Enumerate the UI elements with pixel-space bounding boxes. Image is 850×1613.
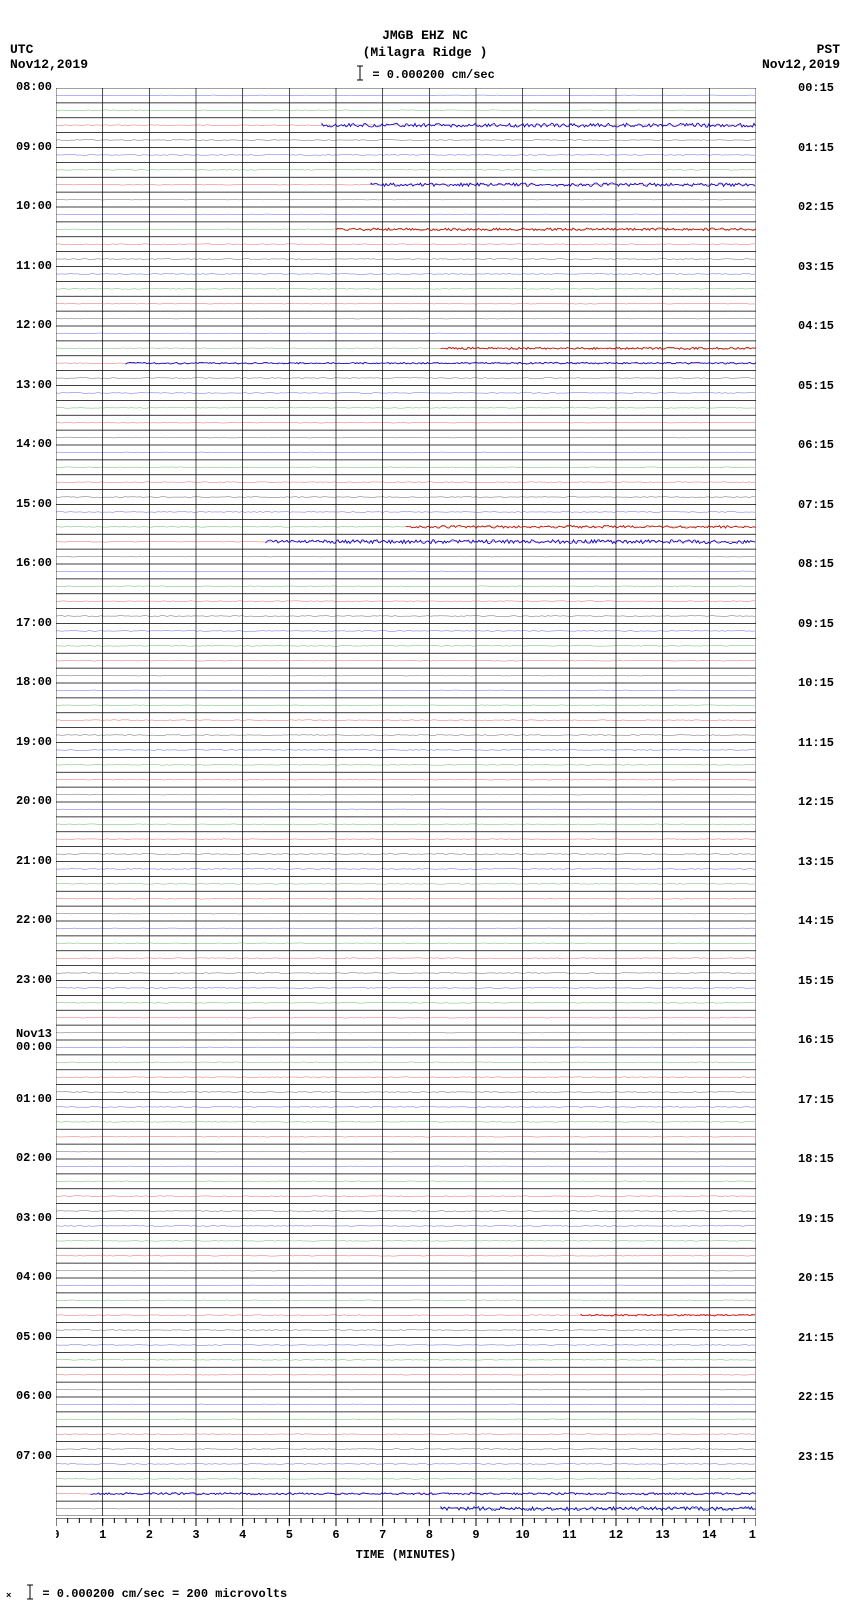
utc-hour-label: 17:00 (6, 617, 52, 630)
pst-hour-label: 06:15 (798, 438, 844, 452)
utc-hour-label: Nov1300:00 (6, 1028, 52, 1054)
pst-hour-label: 22:15 (798, 1390, 844, 1404)
pst-hour-label: 02:15 (798, 200, 844, 214)
pst-hour-label: 05:15 (798, 379, 844, 393)
svg-text:7: 7 (379, 1528, 386, 1542)
utc-hour-label: 07:00 (6, 1450, 52, 1463)
pst-hour-label: 01:15 (798, 141, 844, 155)
x-axis-label: TIME (MINUTES) (56, 1548, 756, 1562)
utc-hour-label: 06:00 (6, 1390, 52, 1403)
utc-hour-label: 13:00 (6, 379, 52, 392)
utc-hour-label: 23:00 (6, 974, 52, 987)
svg-text:0: 0 (56, 1528, 60, 1542)
pst-hour-label: 03:15 (798, 260, 844, 274)
pst-hour-label: 13:15 (798, 855, 844, 869)
scale-bar-icon: × (6, 1584, 18, 1600)
pst-hour-label: 15:15 (798, 974, 844, 988)
svg-text:12: 12 (609, 1528, 623, 1542)
pst-hour-label: 23:15 (798, 1450, 844, 1464)
svg-text:6: 6 (332, 1528, 339, 1542)
svg-text:4: 4 (239, 1528, 246, 1542)
utc-hour-label: 22:00 (6, 914, 52, 927)
scale-bar-icon (355, 65, 365, 81)
svg-text:5: 5 (286, 1528, 293, 1542)
pst-hour-label: 07:15 (798, 498, 844, 512)
chart-title: JMGB EHZ NC (Milagra Ridge ) (0, 28, 850, 60)
utc-hour-label: 12:00 (6, 319, 52, 332)
tz-right-label: PST (762, 42, 840, 57)
utc-hour-label: 14:00 (6, 438, 52, 451)
footer-scale-text: = 0.000200 cm/sec = 200 microvolts (35, 1587, 287, 1601)
svg-text:×: × (6, 1591, 11, 1600)
utc-hour-label: 04:00 (6, 1271, 52, 1284)
utc-hour-label: 03:00 (6, 1212, 52, 1225)
pst-hour-label: 18:15 (798, 1152, 844, 1166)
utc-hour-label: 02:00 (6, 1152, 52, 1165)
utc-hour-label: 20:00 (6, 795, 52, 808)
utc-hour-label: 10:00 (6, 200, 52, 213)
svg-text:13: 13 (655, 1528, 669, 1542)
tz-right: PST Nov12,2019 (762, 42, 840, 72)
pst-hour-label: 20:15 (798, 1271, 844, 1285)
pst-hour-label: 11:15 (798, 736, 844, 750)
svg-text:2: 2 (146, 1528, 153, 1542)
utc-hour-label: 08:00 (6, 81, 52, 94)
pst-hour-label: 04:15 (798, 319, 844, 333)
scale-indicator: = 0.000200 cm/sec (0, 65, 850, 82)
utc-hour-label: 18:00 (6, 676, 52, 689)
footer-scale: × = 0.000200 cm/sec = 200 microvolts (6, 1584, 287, 1601)
tz-left-label: UTC (10, 42, 88, 57)
tz-left: UTC Nov12,2019 (10, 42, 88, 72)
pst-hour-label: 00:15 (798, 81, 844, 95)
pst-hour-label: 19:15 (798, 1212, 844, 1226)
utc-hour-label: 16:00 (6, 557, 52, 570)
title-line2: (Milagra Ridge ) (0, 45, 850, 60)
svg-text:14: 14 (702, 1528, 716, 1542)
svg-text:9: 9 (472, 1528, 479, 1542)
svg-text:8: 8 (426, 1528, 433, 1542)
pst-hour-label: 21:15 (798, 1331, 844, 1345)
svg-text:1: 1 (99, 1528, 106, 1542)
utc-hour-label: 01:00 (6, 1093, 52, 1106)
pst-hour-label: 16:15 (798, 1033, 844, 1047)
helicorder-plot (56, 88, 756, 1516)
pst-hour-label: 09:15 (798, 617, 844, 631)
svg-text:15: 15 (749, 1528, 756, 1542)
scale-text: = 0.000200 cm/sec (365, 68, 495, 82)
pst-hour-label: 14:15 (798, 914, 844, 928)
utc-hour-label: 09:00 (6, 141, 52, 154)
utc-hour-label: 05:00 (6, 1331, 52, 1344)
pst-hour-label: 08:15 (798, 557, 844, 571)
pst-hour-label: 12:15 (798, 795, 844, 809)
tz-right-date: Nov12,2019 (762, 57, 840, 72)
utc-hour-label: 11:00 (6, 260, 52, 273)
pst-hour-label: 10:15 (798, 676, 844, 690)
scale-bar-icon (25, 1584, 35, 1600)
svg-text:10: 10 (515, 1528, 529, 1542)
tz-left-date: Nov12,2019 (10, 57, 88, 72)
utc-hour-label: 19:00 (6, 736, 52, 749)
svg-text:3: 3 (192, 1528, 199, 1542)
pst-hour-label: 17:15 (798, 1093, 844, 1107)
svg-text:11: 11 (562, 1528, 576, 1542)
title-line1: JMGB EHZ NC (0, 28, 850, 43)
utc-hour-label: 21:00 (6, 855, 52, 868)
utc-hour-label: 15:00 (6, 498, 52, 511)
